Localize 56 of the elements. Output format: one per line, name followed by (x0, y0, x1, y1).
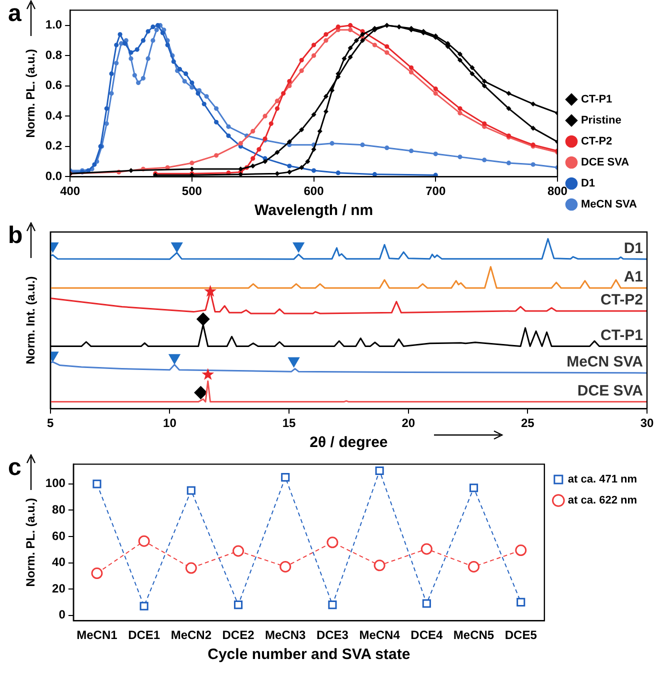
text: a (8, 0, 22, 28)
y-tick-label: 0.2 (45, 138, 62, 153)
x-tick-label: 15 (282, 416, 296, 430)
x-tick-label: 400 (60, 184, 80, 198)
y-axis-title: Norm. PL. (a.u.) (24, 49, 38, 138)
x-tick-label: DCE1 (128, 628, 160, 642)
y-tick-label: 0.4 (45, 108, 62, 122)
y-tick-label: 60 (52, 528, 66, 543)
y-tick-label: 20 (52, 581, 66, 596)
x-axis-title: Wavelength / nm (254, 202, 374, 220)
legend-label: at ca. 622 nm (568, 494, 638, 507)
x-tick-label: 10 (163, 416, 177, 430)
legend-label: DCE SVA (580, 156, 630, 169)
x-tick-label: MeCN4 (359, 628, 400, 642)
x-tick-label: 5 (47, 416, 54, 430)
legend-label: CT-P1 (580, 94, 612, 106)
legend-label: at ca. 471 nm (568, 474, 638, 486)
x-tick-label: DCE2 (222, 628, 255, 642)
y-tick-label: 80 (52, 502, 66, 517)
x-tick-label: 500 (182, 184, 202, 198)
legend-label: D1 (580, 178, 596, 190)
series-label: DCE SVA (577, 382, 644, 400)
y-axis-title: Norm. Int. (a.u.) (24, 276, 38, 364)
series-label: CT-P1 (600, 326, 643, 344)
y-tick-label: 0.8 (45, 48, 62, 62)
x-tick-label: MeCN2 (170, 628, 212, 642)
x-axis-title: 2θ / degree (310, 434, 388, 452)
x-tick-label: MeCN1 (76, 628, 118, 642)
series-label: MeCN SVA (566, 354, 644, 371)
x-tick-label: MeCN3 (265, 628, 306, 642)
x-axis-title: Cycle number and SVA state (208, 646, 410, 664)
x-tick-label: 30 (640, 416, 654, 430)
x-tick-label: 600 (304, 184, 324, 198)
x-tick-label: DCE5 (504, 628, 538, 642)
legend-label: MeCN SVA (580, 198, 638, 211)
y-tick-label: 100 (45, 476, 66, 490)
series-label: D1 (624, 240, 643, 257)
legend-label: CT-P2 (580, 136, 612, 148)
text: b (8, 222, 23, 250)
y-tick-label: 0.6 (45, 78, 62, 92)
y-tick-label: 40 (52, 555, 66, 570)
y-tick-label: 1.0 (45, 18, 62, 32)
y-axis-title: Norm. PL. (a.u.) (24, 498, 38, 587)
x-tick-label: 25 (521, 416, 535, 430)
text: c (8, 454, 22, 482)
x-tick-label: 20 (402, 416, 416, 430)
x-tick-label: 700 (426, 184, 446, 198)
y-tick-label: 0.0 (45, 168, 62, 183)
x-tick-label: 800 (547, 184, 568, 198)
y-tick-label: 0 (58, 608, 66, 622)
x-tick-label: DCE4 (410, 628, 443, 642)
series-label: A1 (624, 268, 643, 286)
series-label: CT-P2 (600, 292, 643, 309)
legend-label: Pristine (580, 114, 622, 127)
x-tick-label: MeCN5 (453, 628, 494, 642)
x-tick-label: DCE3 (316, 628, 349, 642)
